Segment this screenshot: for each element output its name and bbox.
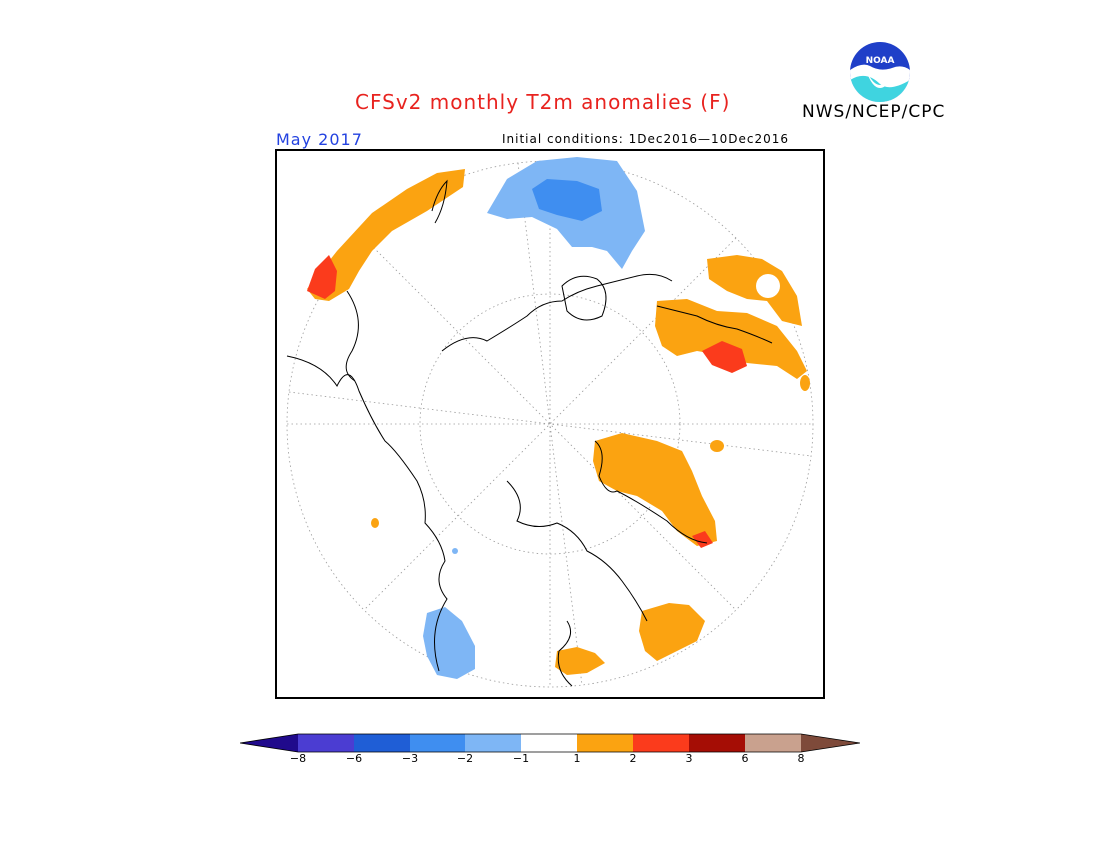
- polar-map: [275, 149, 825, 699]
- colorbar-bin-p1-p2: [577, 734, 633, 752]
- asia-coast: [557, 620, 573, 687]
- colorbar-tick-labels: −8 −6 −3 −2 −1 1 2 3 6 8: [0, 752, 1100, 768]
- colorbar-tick: −3: [401, 752, 419, 765]
- colorbar-tick: −1: [512, 752, 530, 765]
- colorbar-tick: −6: [345, 752, 363, 765]
- warm-anomaly-region: [307, 169, 465, 301]
- colorbar-tick: 2: [629, 752, 637, 765]
- hot-anomaly-region: [307, 255, 337, 299]
- colorbar-tick: −2: [456, 752, 474, 765]
- initial-conditions-label: Initial conditions: 1Dec2016—10Dec2016: [502, 132, 790, 146]
- warm-anomaly-region: [639, 603, 705, 661]
- hot-anomaly-region: [692, 531, 713, 548]
- warm-anomaly-region: [593, 433, 717, 546]
- colorbar-bin-m6-m3: [354, 734, 410, 752]
- north-america-coast: [286, 355, 448, 672]
- colorbar-bin-m3-m2: [410, 734, 465, 752]
- warm-anomaly-region: [707, 255, 802, 326]
- arctic-coast: [441, 273, 673, 352]
- warm-anomaly-region: [655, 299, 807, 379]
- warm-anomaly-region: [555, 647, 605, 675]
- anomaly-map-svg: [286, 157, 814, 688]
- cool-anomaly-region: [423, 607, 475, 679]
- cool-anomaly-spot: [452, 548, 458, 554]
- siberia-coast: [656, 305, 773, 344]
- eurasia-coast: [506, 480, 648, 622]
- greenland-coast: [431, 179, 448, 224]
- colorbar-tick: 1: [573, 752, 581, 765]
- hot-anomaly-region: [702, 341, 747, 373]
- eurasia-coast: [594, 440, 708, 544]
- warm-region-gap: [756, 274, 780, 298]
- noaa-logo-text: NOAA: [866, 56, 895, 66]
- coastlines: [286, 179, 773, 687]
- target-month-label: May 2017: [276, 130, 363, 149]
- warm-anomaly-spot: [800, 375, 810, 391]
- colorbar-bin-p2-p3: [633, 734, 689, 752]
- colorbar-bin-m2-m1: [465, 734, 521, 752]
- colorbar-bin-p3-p6: [689, 734, 745, 752]
- colorbar-tick: −8: [289, 752, 307, 765]
- colorbar-bin-neutral: [521, 734, 577, 752]
- colorbar-bin-m8-m6: [298, 734, 354, 752]
- cool-anomaly-core: [532, 179, 602, 221]
- warm-anomaly-spot: [710, 440, 724, 452]
- colorbar-tick: 8: [797, 752, 805, 765]
- agency-label: NWS/NCEP/CPC: [802, 102, 946, 122]
- map-title: CFSv2 monthly T2m anomalies (F): [355, 90, 731, 114]
- anomaly-shading: [307, 157, 810, 679]
- arctic-islands-coast: [561, 275, 607, 321]
- colorbar-tick: 3: [685, 752, 693, 765]
- colorbar-below-min: [240, 734, 298, 752]
- warm-anomaly-spot: [371, 518, 379, 528]
- colorbar-outline: [240, 733, 860, 753]
- color-bar: [240, 733, 860, 753]
- colorbar-bin-p6-p8: [745, 734, 801, 752]
- colorbar-above-max: [801, 734, 860, 752]
- north-america-coast: [345, 290, 359, 382]
- noaa-logo: NOAA: [850, 42, 910, 102]
- colorbar-tick: 6: [741, 752, 749, 765]
